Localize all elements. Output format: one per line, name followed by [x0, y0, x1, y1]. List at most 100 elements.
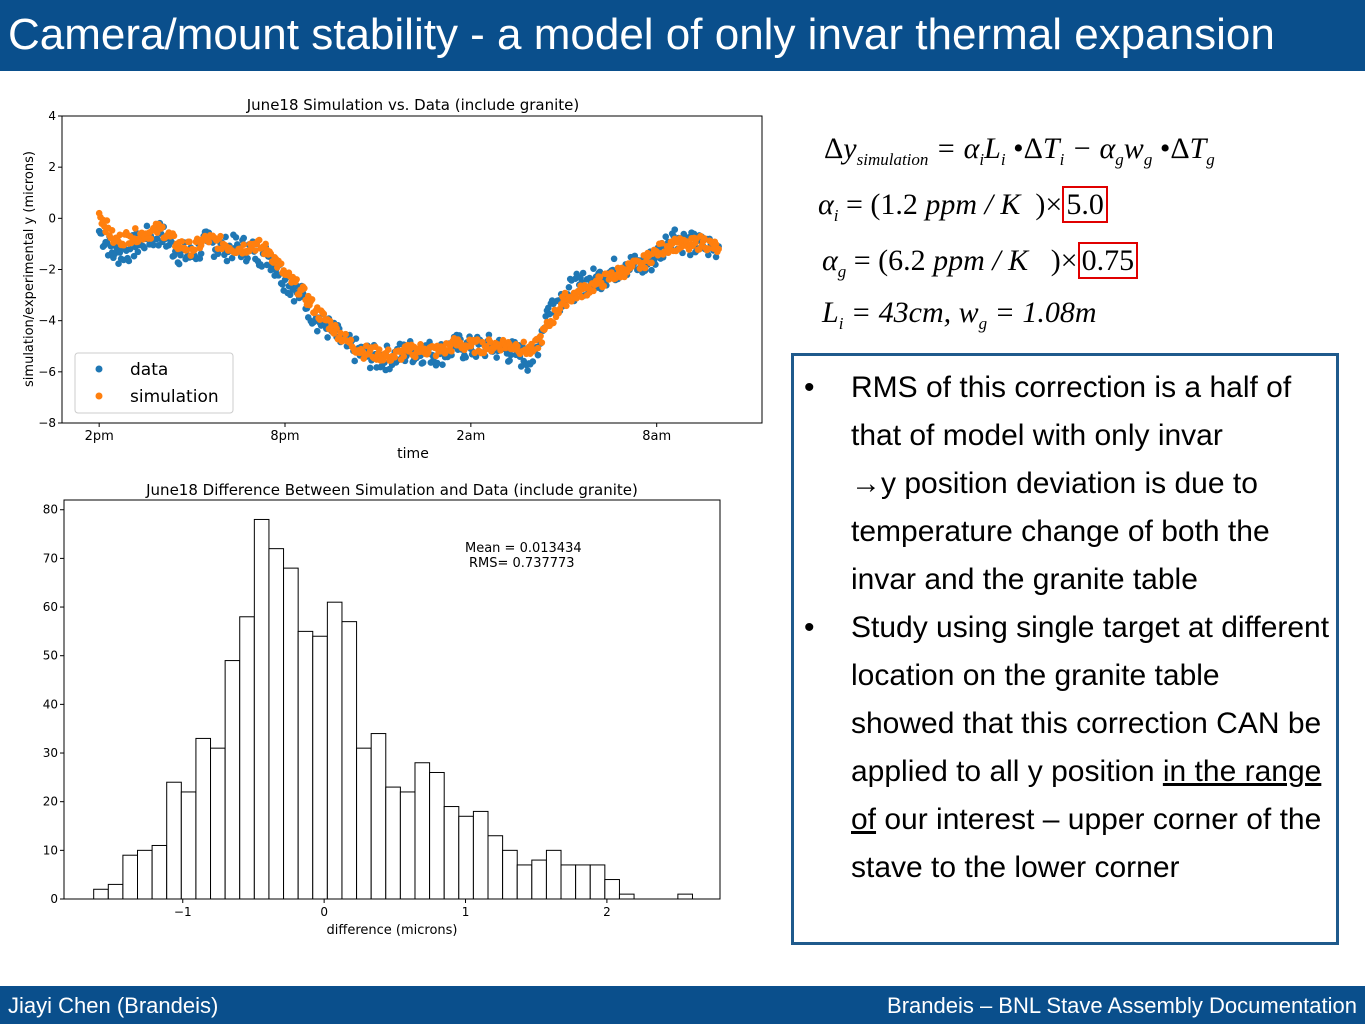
- histogram-bar: [545, 849, 562, 900]
- footer-bar: [0, 986, 1365, 1024]
- histogram-bar: [575, 864, 591, 900]
- point-simulation: [715, 245, 722, 253]
- point-data: [175, 260, 183, 268]
- point-data: [524, 367, 531, 374]
- point-simulation: [183, 246, 191, 254]
- histogram-bar: [312, 635, 328, 900]
- histogram-title: June18 Difference Between Simulation and…: [145, 481, 638, 499]
- point-simulation: [277, 260, 285, 267]
- histogram-annotation-mean: Mean = 0.013434: [465, 541, 582, 556]
- point-data: [534, 351, 542, 359]
- footer-event: Brandeis – BNL Stave Assembly Documentat…: [887, 993, 1357, 1018]
- equation-lengths: Li = 43cm, wg = 1.08m: [822, 296, 1097, 333]
- point-simulation: [342, 330, 349, 338]
- x-tick-label: 2pm: [85, 429, 114, 444]
- point-simulation: [363, 342, 370, 350]
- point-data: [352, 335, 360, 342]
- legend-marker-simulation: [95, 392, 103, 400]
- legend-label-simulation: simulation: [130, 387, 219, 407]
- boxed-value-alpha-g: 0.75: [1077, 242, 1139, 279]
- point-simulation: [205, 238, 213, 246]
- y-tick-label: 40: [43, 697, 58, 711]
- histogram-bar: [385, 786, 401, 900]
- histogram-bar: [472, 810, 489, 900]
- histogram-bar: [589, 864, 606, 900]
- point-data: [143, 222, 151, 230]
- point-simulation: [178, 238, 186, 245]
- point-simulation: [538, 339, 546, 346]
- point-data: [462, 354, 469, 361]
- histogram-bar: [268, 548, 285, 900]
- histogram-bar: [458, 815, 474, 900]
- point-simulation: [217, 232, 224, 240]
- point-simulation: [252, 247, 259, 254]
- title-bar: [0, 0, 1365, 71]
- histogram-bar: [414, 762, 431, 900]
- y-tick-label: 0: [48, 211, 56, 225]
- histogram-bar: [137, 849, 153, 900]
- point-simulation: [563, 302, 570, 310]
- histogram-bar: [531, 859, 547, 900]
- point-data: [671, 226, 679, 233]
- scatter-ylabel: simulation/experimental y (microns): [22, 151, 37, 387]
- histogram-annotation-rms: RMS= 0.737773: [469, 556, 575, 571]
- y-tick-label: 10: [43, 843, 58, 857]
- point-simulation: [147, 235, 155, 242]
- point-data: [419, 359, 427, 366]
- y-tick-label: −6: [38, 365, 56, 379]
- y-tick-label: −2: [38, 263, 56, 277]
- point-data: [610, 255, 618, 263]
- point-data: [712, 253, 720, 261]
- point-data: [351, 357, 358, 365]
- point-simulation: [514, 342, 521, 350]
- y-tick-label: 80: [43, 503, 58, 517]
- point-simulation: [375, 346, 383, 353]
- point-simulation: [590, 287, 597, 295]
- histogram-bar: [195, 737, 212, 900]
- histogram-bar: [210, 747, 226, 900]
- y-tick-label: 70: [43, 551, 58, 565]
- equation-alpha-i: αi = (1.2 ppm / K )× 5.0: [818, 186, 1108, 226]
- point-data: [579, 269, 587, 277]
- bullet-text-2: Study using single target at different l…: [851, 611, 1330, 884]
- point-simulation: [578, 293, 586, 301]
- point-data: [111, 250, 118, 258]
- histogram-bar: [370, 733, 387, 900]
- point-simulation: [120, 241, 127, 249]
- x-tick-label: 8pm: [270, 429, 299, 444]
- point-data: [141, 244, 148, 252]
- equation-alpha-g: αg = (6.2 ppm / K )× 0.75: [822, 242, 1139, 282]
- x-tick-label: 0: [320, 905, 328, 919]
- point-simulation: [159, 223, 166, 231]
- scatter-title: June18 Simulation vs. Data (include gran…: [246, 96, 579, 114]
- point-data: [493, 354, 500, 361]
- histogram-bar: [297, 630, 314, 900]
- legend-label-data: data: [130, 360, 168, 380]
- point-simulation: [108, 227, 116, 234]
- point-data: [324, 334, 331, 341]
- point-simulation: [391, 353, 399, 361]
- histogram-bar: [604, 879, 620, 900]
- point-simulation: [103, 217, 111, 224]
- point-simulation: [330, 330, 338, 337]
- y-tick-label: 0: [50, 892, 58, 906]
- arrow-icon: →: [851, 467, 881, 500]
- point-simulation: [486, 338, 494, 346]
- x-tick-label: 2am: [456, 429, 485, 444]
- point-data: [433, 359, 441, 367]
- point-simulation: [550, 319, 557, 327]
- y-tick-label: −4: [38, 314, 56, 328]
- point-data: [286, 291, 294, 299]
- point-simulation: [191, 246, 198, 254]
- bullet-marker-2: •: [804, 611, 815, 644]
- histogram-bar: [93, 888, 109, 900]
- point-simulation: [648, 259, 655, 267]
- point-simulation: [293, 276, 300, 283]
- x-tick-label: 2: [603, 905, 611, 919]
- footer-author: Jiayi Chen (Brandeis): [8, 993, 219, 1018]
- point-data: [313, 327, 321, 335]
- point-data: [648, 266, 655, 274]
- histogram-bar: [180, 791, 197, 900]
- point-simulation: [573, 294, 580, 302]
- histogram-bar: [516, 864, 533, 900]
